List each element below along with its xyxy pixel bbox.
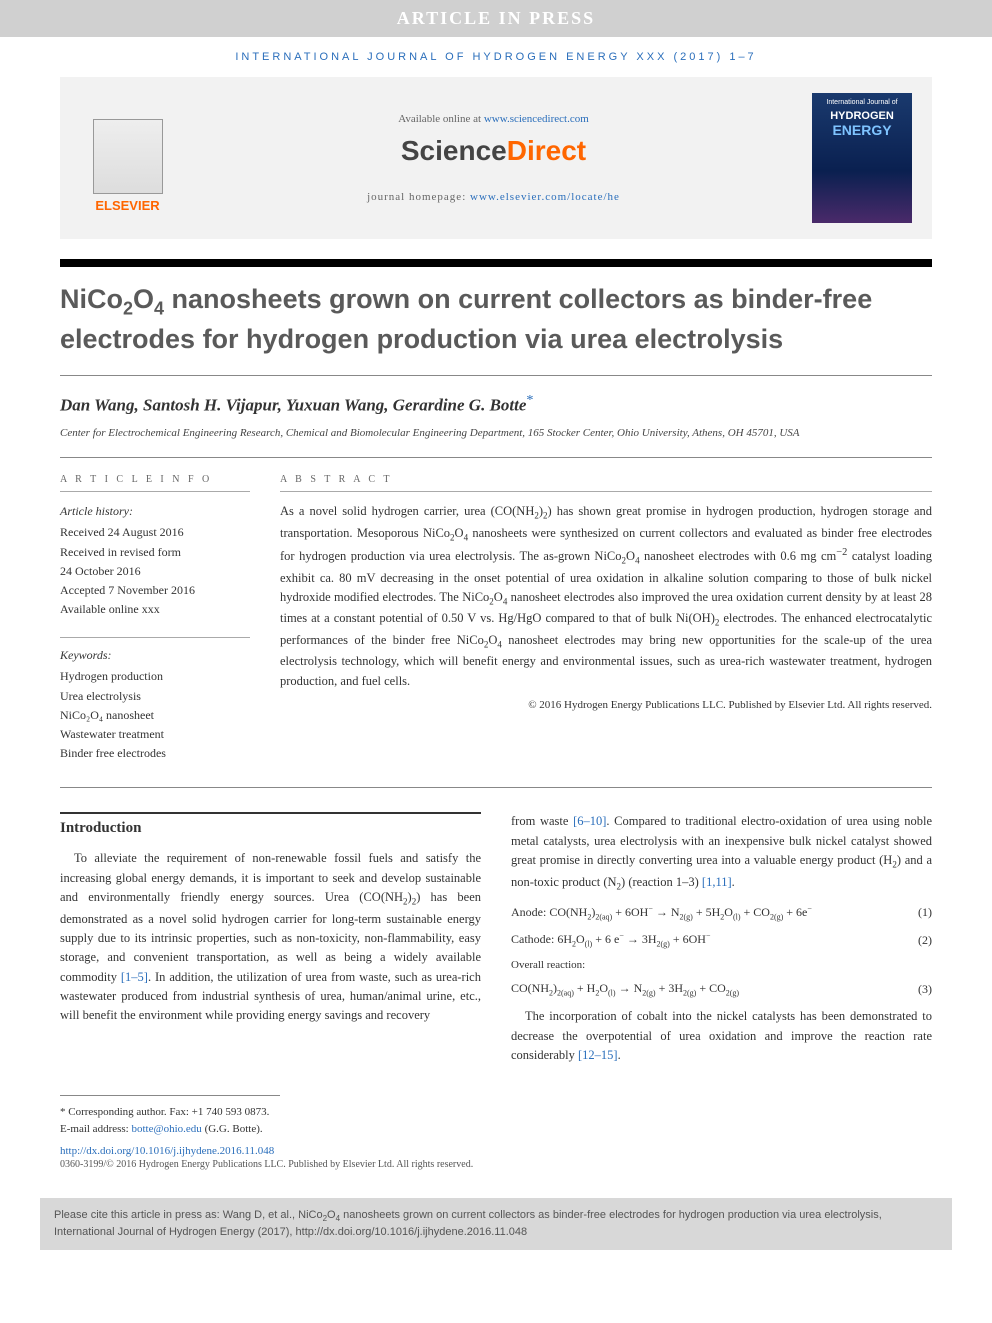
header-center: Available online at www.sciencedirect.co… [175, 113, 812, 203]
homepage-link[interactable]: www.elsevier.com/locate/he [470, 191, 620, 203]
keyword-item: Urea electrolysis [60, 687, 250, 706]
keyword-item: NiCo₂O₄ nanosheet [60, 706, 250, 725]
equation-cathode: Cathode: 6H2O(l) + 6 e− → 3H2(g) + 6OH− … [511, 931, 932, 948]
body-right-column: from waste [6–10]. Compared to tradition… [511, 812, 932, 1065]
article-info-column: A R T I C L E I N F O Article history: R… [60, 474, 250, 763]
title-divider [60, 375, 932, 376]
article-history: Article history: Received 24 August 2016… [60, 502, 250, 619]
header-box: ELSEVIER Available online at www.science… [60, 77, 932, 239]
authors-line: Dan Wang, Santosh H. Vijapur, Yuxuan Wan… [0, 392, 992, 426]
homepage-text: journal homepage: [367, 191, 470, 203]
affiliation: Center for Electrochemical Engineering R… [0, 426, 992, 457]
keyword-item: Binder free electrodes [60, 744, 250, 763]
history-revised2: 24 October 2016 [60, 562, 250, 581]
eq-body: 6H2O(l) + 6 e− → 3H2(g) + 6OH− [557, 932, 710, 946]
elsevier-logo[interactable]: ELSEVIER [80, 103, 175, 213]
history-accepted: Accepted 7 November 2016 [60, 581, 250, 600]
email-label: E-mail address: [60, 1123, 131, 1135]
abstract-copyright: © 2016 Hydrogen Energy Publications LLC.… [280, 699, 932, 711]
cover-line3: ENERGY [818, 122, 906, 138]
keywords-block: Keywords: Hydrogen production Urea elect… [60, 637, 250, 763]
history-revised1: Received in revised form [60, 543, 250, 562]
intro-paragraph-2: from waste [6–10]. Compared to tradition… [511, 812, 932, 894]
corresponding-mark[interactable]: * [526, 392, 533, 408]
elsevier-text: ELSEVIER [95, 198, 159, 213]
journal-cover-thumbnail[interactable]: International Journal of HYDROGEN ENERGY [812, 93, 912, 223]
journal-homepage-line: journal homepage: www.elsevier.com/locat… [195, 191, 792, 203]
sd-suffix: Direct [507, 135, 586, 166]
available-text: Available online at [398, 113, 484, 125]
black-divider-bar [60, 259, 932, 267]
footnotes: * Corresponding author. Fax: +1 740 593 … [0, 1096, 992, 1145]
history-title: Article history: [60, 502, 250, 521]
eq-body: CO(NH2)2(aq) + H2O(l) → N2(g) + 3H2(g) +… [511, 981, 739, 997]
corresponding-footnote: * Corresponding author. Fax: +1 740 593 … [60, 1104, 932, 1121]
article-in-press-banner: ARTICLE IN PRESS [0, 0, 992, 37]
eq-number: (3) [918, 982, 932, 997]
email-footnote: E-mail address: botte@ohio.edu (G.G. Bot… [60, 1121, 932, 1138]
info-abstract-row: A R T I C L E I N F O Article history: R… [60, 457, 932, 763]
abstract-text: As a novel solid hydrogen carrier, urea … [280, 502, 932, 691]
eq-label: Anode: [511, 905, 546, 919]
article-title: NiCo2O4 nanosheets grown on current coll… [0, 267, 992, 375]
intro-paragraph-1: To alleviate the requirement of non-rene… [60, 849, 481, 1025]
keyword-item: Hydrogen production [60, 667, 250, 686]
authors-names: Dan Wang, Santosh H. Vijapur, Yuxuan Wan… [60, 396, 526, 415]
citation-box: Please cite this article in press as: Wa… [40, 1198, 952, 1250]
cover-line2: HYDROGEN [818, 110, 906, 122]
eq-number: (2) [918, 933, 932, 948]
history-online: Available online xxx [60, 600, 250, 619]
eq-number: (1) [918, 905, 932, 920]
equation-anode: Anode: CO(NH2)2(aq) + 6OH− → N2(g) + 5H2… [511, 904, 932, 921]
eq-label: Overall reaction: [511, 959, 932, 971]
body-columns: Introduction To alleviate the requiremen… [60, 788, 932, 1065]
email-link[interactable]: botte@ohio.edu [131, 1123, 201, 1135]
keyword-item: Wastewater treatment [60, 725, 250, 744]
journal-reference: INTERNATIONAL JOURNAL OF HYDROGEN ENERGY… [0, 37, 992, 77]
body-left-column: Introduction To alleviate the requiremen… [60, 812, 481, 1065]
article-info-label: A R T I C L E I N F O [60, 474, 250, 492]
introduction-heading: Introduction [60, 812, 481, 837]
available-online-line: Available online at www.sciencedirect.co… [195, 113, 792, 125]
eq-label: Cathode: [511, 932, 554, 946]
doi-link[interactable]: http://dx.doi.org/10.1016/j.ijhydene.201… [60, 1145, 274, 1157]
keywords-title: Keywords: [60, 646, 250, 665]
abstract-column: A B S T R A C T As a novel solid hydroge… [280, 474, 932, 763]
history-received: Received 24 August 2016 [60, 523, 250, 542]
cover-line1: International Journal of [818, 99, 906, 106]
intro-paragraph-3: The incorporation of cobalt into the nic… [511, 1007, 932, 1065]
eq-body: CO(NH2)2(aq) + 6OH− → N2(g) + 5H2O(l) + … [549, 905, 812, 919]
elsevier-tree-icon [93, 119, 163, 194]
sd-prefix: Science [401, 135, 507, 166]
email-who: (G.G. Botte). [202, 1123, 263, 1135]
sciencedirect-link[interactable]: www.sciencedirect.com [484, 113, 589, 125]
abstract-label: A B S T R A C T [280, 474, 932, 492]
doi-line: http://dx.doi.org/10.1016/j.ijhydene.201… [0, 1145, 992, 1157]
sciencedirect-logo[interactable]: ScienceDirect [195, 135, 792, 167]
equation-overall: Overall reaction: CO(NH2)2(aq) + H2O(l) … [511, 959, 932, 997]
bottom-copyright: 0360-3199/© 2016 Hydrogen Energy Publica… [0, 1157, 992, 1188]
